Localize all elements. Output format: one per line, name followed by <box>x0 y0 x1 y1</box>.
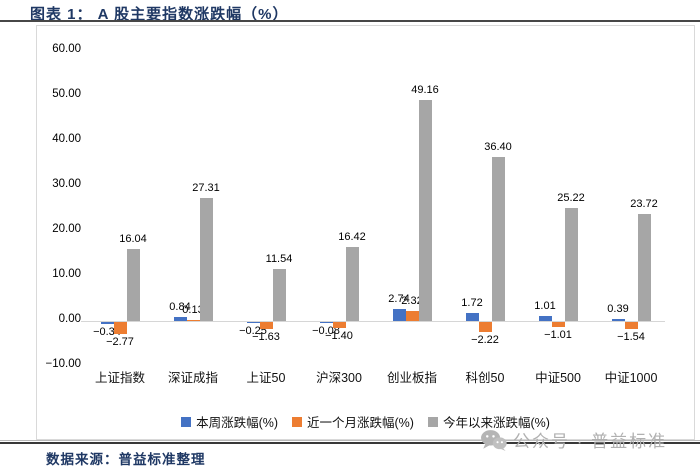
bar <box>126 248 140 321</box>
bar-label: 1.01 <box>534 300 556 313</box>
legend-label: 近一个月涨跌幅(%) <box>307 416 414 430</box>
y-tick-label: 40.00 <box>52 133 81 145</box>
bar-label: −1.40 <box>325 330 353 343</box>
bar-label: 36.40 <box>484 141 512 154</box>
bar <box>478 322 492 332</box>
data-source: 数据来源：普益标准整理 <box>46 452 206 467</box>
bar <box>319 322 333 323</box>
watermark: 公众号 · 普益标准 <box>480 427 667 452</box>
title-divider <box>0 20 700 22</box>
legend-item: 本周涨跌幅(%) <box>181 412 278 431</box>
bar-label: 2.74 <box>388 292 410 305</box>
bar <box>100 322 114 324</box>
x-category-label: 创业板指 <box>386 371 437 385</box>
bar <box>418 99 432 321</box>
bar <box>272 269 286 321</box>
legend-label: 本周涨跌幅(%) <box>196 416 279 430</box>
bar <box>332 322 346 329</box>
bar-label: 1.72 <box>461 297 483 310</box>
y-tick-label: 50.00 <box>52 88 81 100</box>
figure-title: 图表 1： A 股主要指数涨跌幅（%） <box>30 6 289 23</box>
footer-divider-light <box>0 440 700 441</box>
legend-item: 今年以来涨跌幅(%) <box>427 412 550 431</box>
bar-label: 25.22 <box>557 191 585 204</box>
legend-swatch <box>427 416 438 427</box>
chart-legend: 本周涨跌幅(%) 近一个月涨跌幅(%) 今年以来涨跌幅(%) <box>37 412 694 431</box>
bar-label: 2.32 <box>401 294 423 307</box>
bar-label: −1.54 <box>617 330 645 343</box>
legend-swatch <box>181 416 192 427</box>
y-tick-label: 20.00 <box>52 223 81 235</box>
x-category-label: 中证500 <box>535 371 581 385</box>
bar-label: −1.01 <box>544 328 572 341</box>
wechat-icon <box>480 429 507 451</box>
bar <box>491 157 505 321</box>
bar-label: 23.72 <box>630 198 658 211</box>
bar-label: −2.77 <box>106 336 134 349</box>
bar-label: 16.42 <box>338 231 366 244</box>
x-category-label: 深证成指 <box>167 371 218 385</box>
bar <box>538 316 552 321</box>
legend-item: 近一个月涨跌幅(%) <box>292 412 414 431</box>
footer-divider-dark <box>0 442 700 444</box>
bar <box>405 310 419 321</box>
y-tick-label: 60.00 <box>52 43 81 55</box>
bar <box>173 317 187 321</box>
bar-label: 49.16 <box>411 83 439 96</box>
bar-label: −2.22 <box>471 333 499 346</box>
y-tick-label: 0.00 <box>58 313 81 325</box>
bar-label: 27.31 <box>192 182 220 195</box>
bar <box>624 322 638 329</box>
y-tick-label: 30.00 <box>52 178 81 190</box>
bar <box>392 308 406 321</box>
bar <box>637 214 651 321</box>
bar <box>199 198 213 321</box>
bar-label: 0.39 <box>607 303 629 316</box>
bar <box>246 322 260 324</box>
x-category-label: 上证50 <box>246 371 286 385</box>
x-category-label: 沪深300 <box>316 371 362 385</box>
x-category-label: 上证指数 <box>94 371 145 385</box>
x-category-label: 科创50 <box>465 371 505 385</box>
bar-label: −1.63 <box>252 331 280 344</box>
y-tick-label: 10.00 <box>52 268 81 280</box>
bar <box>345 247 359 321</box>
bar <box>564 207 578 321</box>
legend-swatch <box>292 416 303 427</box>
x-category-label: 中证1000 <box>604 371 658 385</box>
bar <box>551 322 565 327</box>
bar <box>259 322 273 330</box>
bar-label: 16.04 <box>119 232 147 245</box>
bar-label: 0.13 <box>182 304 204 316</box>
watermark-text: 公众号 · 普益标准 <box>513 432 668 451</box>
bar-label: 11.54 <box>265 253 293 266</box>
bar <box>113 322 127 335</box>
x-axis-line <box>81 321 665 322</box>
chart-card: 60.00 50.00 40.00 30.00 20.00 10.00 0.00 −10.00… <box>36 25 695 440</box>
plot-area: 60.00 50.00 40.00 30.00 20.00 10.00 0.00 −10.00… <box>37 26 694 439</box>
legend-label: 今年以来涨跌幅(%) <box>442 416 550 430</box>
bar-label: 0.84 <box>169 301 191 314</box>
bar <box>186 320 200 321</box>
bar <box>611 319 625 321</box>
y-tick-label: −10.00 <box>45 358 82 370</box>
bar <box>465 313 479 321</box>
